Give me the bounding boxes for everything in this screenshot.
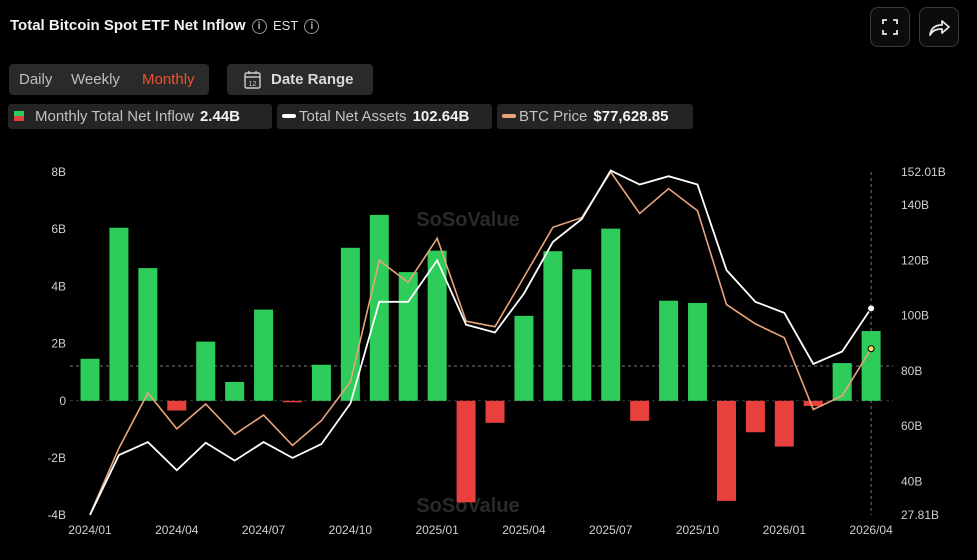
fullscreen-button[interactable] (870, 7, 910, 47)
x-axis-tick: 2025/07 (589, 523, 633, 537)
tab-monthly[interactable]: Monthly (142, 71, 195, 88)
legend-price[interactable]: BTC Price $77,628.85 (497, 104, 693, 129)
right-axis-tick: 140B (901, 198, 929, 212)
x-axis-tick: 2025/10 (676, 523, 720, 537)
inflow-bar (225, 381, 245, 401)
right-axis-tick: 40B (901, 474, 922, 488)
inflow-bar (196, 341, 216, 401)
timezone-info-icon[interactable]: i (304, 19, 320, 35)
inflow-bar (716, 400, 736, 501)
right-axis-tick: 80B (901, 364, 922, 378)
x-axis-tick: 2024/07 (242, 523, 286, 537)
left-axis-tick: 8B (51, 165, 66, 179)
axis-labels: -4B -2B 0 2B 4B 6B 8B 27.81B 40B 60B 80B 100B 120B 14… (47, 165, 945, 537)
btc-price-line (89, 170, 872, 515)
price-last-point (867, 345, 875, 353)
right-axis-tick: 27.81B (901, 508, 939, 522)
fullscreen-icon (882, 19, 898, 35)
tab-daily[interactable]: Daily (19, 71, 53, 88)
inflow-bar (311, 364, 331, 401)
series-lines (89, 169, 876, 516)
left-axis-tick: -4B (47, 508, 66, 522)
legend-inflow-text: Monthly Total Net Inflow 2.44B (35, 108, 240, 125)
date-range-button[interactable]: 12 Date Range (227, 64, 373, 95)
right-axis-tick: 120B (901, 253, 929, 267)
legend-assets-label: Total Net Assets (299, 108, 407, 125)
inflow-bar (832, 363, 852, 401)
inflow-bar (398, 272, 418, 401)
x-axis-tick: 2025/04 (502, 523, 546, 537)
price-legend-marker (502, 114, 516, 118)
inflow-bar (659, 300, 679, 401)
inflow-bar (456, 400, 476, 503)
inflow-bar (254, 309, 274, 401)
x-axis-tick: 2024/04 (155, 523, 199, 537)
tab-weekly[interactable]: Weekly (71, 71, 120, 88)
watermark-text-0: SoSoValue (416, 209, 519, 231)
info-icon[interactable]: i (251, 18, 267, 34)
right-axis-tick: 60B (901, 419, 922, 433)
left-axis-tick: 4B (51, 279, 66, 293)
inflow-bar (572, 269, 592, 401)
inflow-bar (745, 400, 765, 433)
inflow-bar (80, 358, 100, 401)
chart-title: Total Bitcoin Spot ETF Net Inflow i (10, 17, 267, 34)
inflow-bar (369, 214, 389, 401)
legend-assets-value: 102.64B (412, 108, 470, 125)
inflow-bar (138, 268, 158, 401)
calendar-icon: 12 (244, 71, 261, 89)
legend-price-value: $77,628.85 (593, 108, 669, 125)
x-axis-tick: 2026/01 (763, 523, 807, 537)
share-button[interactable] (919, 7, 959, 47)
left-axis-tick: 2B (51, 337, 66, 351)
inflow-bar (630, 400, 650, 421)
x-axis-tick: 2024/10 (329, 523, 373, 537)
timezone-label: EST (273, 18, 299, 33)
date-range-label: Date Range (271, 71, 354, 88)
inflow-bar (803, 400, 823, 406)
calendar-day-number: 12 (249, 81, 257, 88)
assets-last-point (867, 304, 876, 313)
chart-title-text: Total Bitcoin Spot ETF Net Inflow (10, 17, 246, 34)
legend-inflow[interactable]: Monthly Total Net Inflow 2.44B (8, 104, 272, 129)
legend-assets[interactable]: Total Net Assets 102.64B (277, 104, 492, 129)
timezone: EST i (273, 18, 320, 35)
inflow-bar (485, 400, 505, 423)
legend-inflow-label: Monthly Total Net Inflow (35, 108, 194, 125)
right-axis-tick: 152.01B (901, 165, 946, 179)
inflow-bar (688, 302, 708, 401)
x-axis-tick: 2025/01 (415, 523, 459, 537)
inflow-bar (514, 315, 534, 401)
share-icon (929, 20, 950, 36)
watermark-text-1: SoSoValue (416, 495, 519, 517)
legend-price-text: BTC Price $77,628.85 (519, 108, 668, 125)
assets-legend-marker (282, 114, 296, 118)
inflow-bar (861, 331, 881, 401)
left-axis-tick: 0 (59, 394, 66, 408)
right-axis-tick: 100B (901, 309, 929, 323)
inflow-bar (427, 250, 447, 401)
x-axis-tick: 2024/01 (68, 523, 112, 537)
inflow-bar (774, 400, 794, 447)
legend-price-label: BTC Price (519, 108, 588, 125)
legend-assets-text: Total Net Assets 102.64B (299, 108, 469, 125)
inflow-bar (601, 228, 621, 401)
total-net-assets-line (89, 169, 872, 516)
inflow-bar (543, 251, 563, 401)
inflow-bar (167, 400, 187, 411)
x-axis-tick: 2026/04 (849, 523, 893, 537)
inflow-bars (80, 214, 881, 503)
inflow-bar (109, 227, 129, 401)
legend-inflow-value: 2.44B (199, 108, 240, 125)
left-axis-tick: 6B (51, 222, 66, 236)
period-selector: Daily Weekly Monthly (9, 64, 209, 95)
watermarks: SoSoValue SoSoValue (416, 209, 519, 517)
inflow-bar (283, 400, 303, 403)
inflow-legend-marker (14, 111, 24, 121)
left-axis-tick: -2B (47, 451, 66, 465)
